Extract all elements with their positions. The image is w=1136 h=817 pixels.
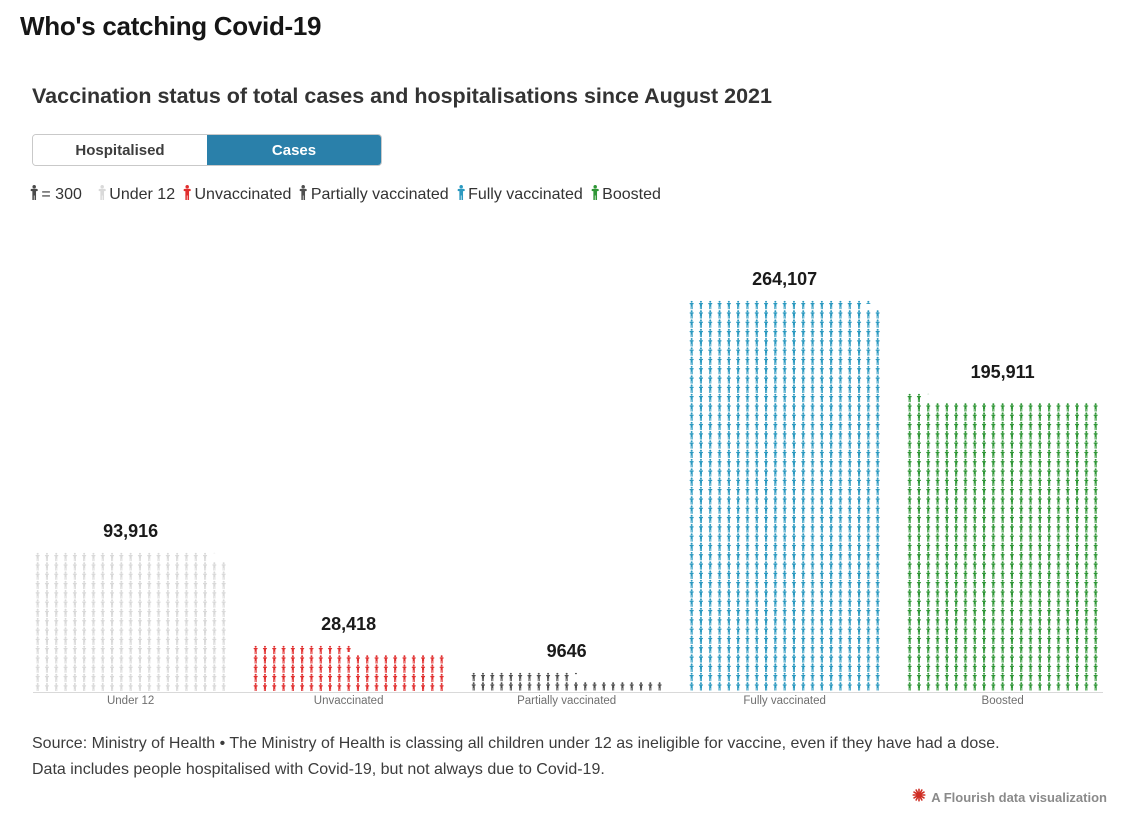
bar-unvaccinated: 28,418 xyxy=(251,614,446,692)
pictogram-icons-under-12 xyxy=(35,552,226,691)
legend-unit-label: = 300 xyxy=(41,186,82,203)
legend-item-boosted: Boosted xyxy=(591,185,661,205)
value-label-partially-vaccinated: 9646 xyxy=(546,641,587,662)
bar-boosted: 195,911 xyxy=(905,362,1100,691)
bar-under-12: 93,916 xyxy=(33,521,228,692)
tab-hospitalised[interactable]: Hospitalised xyxy=(33,135,207,165)
pictogram-icons-partially-vaccinated xyxy=(471,673,662,691)
legend-label: Boosted xyxy=(602,186,661,203)
category-label-unvaccinated: Unvaccinated xyxy=(313,695,384,707)
value-label-under-12: 93,916 xyxy=(103,520,159,541)
chart-title: Vaccination status of total cases and ho… xyxy=(32,84,772,108)
page-title: Who's catching Covid-19 xyxy=(20,11,322,41)
category-label-boosted: Boosted xyxy=(981,695,1024,707)
legend-item-fully-vaccinated: Fully vaccinated xyxy=(457,185,583,205)
category-label-under-12: Under 12 xyxy=(106,695,155,707)
legend-label: Fully vaccinated xyxy=(468,186,583,203)
value-label-fully-vaccinated: 264,107 xyxy=(752,269,818,290)
source-line-2: Data includes people hospitalised with C… xyxy=(32,760,605,778)
pictogram-icons-boosted xyxy=(907,394,1098,691)
pictogram-chart: 93,916 28,418 9646 264,107 195,911 xyxy=(33,0,1100,691)
axis-baseline xyxy=(33,692,1103,693)
legend: = 300 Under 12 Unvaccinated Partially vacc… xyxy=(30,185,669,205)
category-label-partially-vaccinated: Partially vaccinated xyxy=(517,695,617,707)
flourish-credit[interactable]: A Flourish data visualization xyxy=(912,788,1107,807)
source-line-1: Source: Ministry of Health • The Ministr… xyxy=(32,735,1000,752)
legend-label: Unvaccinated xyxy=(194,186,292,203)
tab-cases[interactable]: Cases xyxy=(207,135,381,165)
bar-partially-vaccinated: 9646 xyxy=(469,641,664,691)
flourish-starburst-icon xyxy=(912,788,926,807)
legend-unit: = 300 xyxy=(30,185,82,205)
flourish-credit-label: A Flourish data visualization xyxy=(931,790,1107,805)
value-label-boosted: 195,911 xyxy=(970,362,1035,383)
legend-label: Under 12 xyxy=(109,186,176,203)
legend-item-under-12: Under 12 xyxy=(98,185,175,205)
pictogram-icons-fully-vaccinated xyxy=(689,301,880,691)
legend-label: Partially vaccinated xyxy=(310,186,449,203)
pictogram-icons-unvaccinated xyxy=(253,645,444,691)
category-axis: Under 12 Unvaccinated Partially vaccinated… xyxy=(33,695,1100,711)
legend-item-partially-vaccinated: Partially vaccinated xyxy=(299,185,449,205)
source-note: Source: Ministry of Health • The Ministr… xyxy=(32,731,1102,782)
bar-fully-vaccinated: 264,107 xyxy=(687,269,882,691)
legend-item-unvaccinated: Unvaccinated xyxy=(183,185,291,205)
view-toggle: Hospitalised Cases xyxy=(32,134,382,166)
category-label-fully-vaccinated: Fully vaccinated xyxy=(743,695,826,707)
value-label-unvaccinated: 28,418 xyxy=(321,613,377,634)
